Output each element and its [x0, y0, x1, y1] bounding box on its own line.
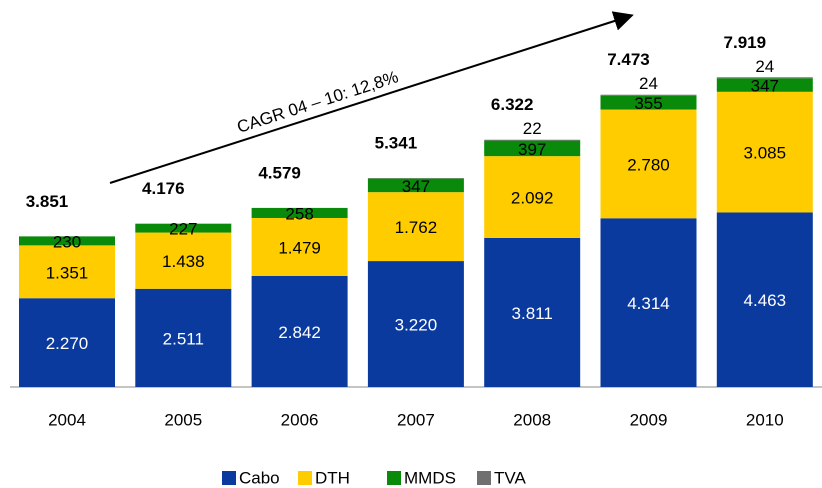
bar-segment — [716, 77, 813, 79]
legend-swatch — [222, 471, 236, 485]
data-label: 3.085 — [744, 144, 787, 163]
bar-segment — [19, 298, 115, 387]
data-label: 22 — [523, 119, 542, 138]
data-label: 3.811 — [512, 304, 553, 323]
data-label: 2.780 — [627, 155, 670, 174]
bar-segment — [600, 109, 697, 219]
x-tick-label: 2010 — [746, 410, 784, 429]
x-tick-label: 2004 — [48, 410, 86, 429]
data-label: 347 — [751, 76, 779, 95]
legend-swatch — [298, 471, 312, 485]
bar-segment — [251, 218, 348, 276]
total-label: 4.176 — [142, 179, 185, 198]
annotation: CAGR 04 – 10: 12,8% — [235, 67, 401, 137]
bar-segment — [716, 78, 813, 92]
total-label: 3.851 — [26, 192, 69, 211]
total-label: 5.341 — [375, 134, 418, 153]
bar-segment — [367, 192, 464, 262]
data-label: 397 — [518, 140, 546, 159]
data-label: 230 — [53, 232, 81, 251]
data-label: 4.314 — [627, 294, 670, 313]
x-tick-label: 2005 — [164, 410, 202, 429]
data-label: 1.438 — [162, 252, 205, 271]
data-label: 4.463 — [744, 291, 787, 310]
bar-segment — [367, 261, 464, 387]
bar-segment — [19, 245, 115, 299]
bar-segment — [367, 178, 464, 193]
bar-segment — [484, 140, 581, 157]
bar-segment — [135, 232, 232, 289]
x-tick-label: 2006 — [281, 410, 319, 429]
data-label: 258 — [285, 204, 313, 223]
data-label: 347 — [402, 177, 430, 196]
legend-label: MMDS — [404, 468, 456, 487]
bar-segment — [135, 223, 232, 233]
data-label: 24 — [755, 57, 774, 76]
legend-swatch — [387, 471, 401, 485]
bar-segment — [600, 218, 697, 387]
bar-segment — [716, 212, 813, 387]
bar-segment — [135, 288, 232, 387]
x-tick-label: 2009 — [630, 410, 668, 429]
data-label: 2.842 — [278, 323, 321, 342]
data-label: 2.270 — [46, 334, 89, 353]
data-label: 1.479 — [278, 238, 321, 257]
data-label: 3.220 — [395, 316, 438, 335]
legend-label: Cabo — [239, 468, 280, 487]
bar-segment — [484, 139, 581, 141]
data-label: 355 — [634, 94, 662, 113]
bar-segment — [19, 236, 115, 246]
bar-segment — [600, 95, 697, 110]
legend-label: DTH — [315, 468, 350, 487]
bar-segment — [600, 94, 697, 96]
bar-segment — [484, 237, 581, 387]
legend-label: TVA — [494, 468, 526, 487]
x-tick-label: 2007 — [397, 410, 435, 429]
data-label: 1.762 — [395, 218, 438, 237]
total-label: 4.579 — [258, 163, 301, 182]
total-label: 7.919 — [724, 33, 767, 52]
data-label: 2.092 — [511, 189, 554, 208]
data-label: 2.511 — [163, 329, 204, 348]
trend-arrow — [109, 11, 634, 184]
data-label: 227 — [169, 220, 197, 239]
total-label: 6.322 — [491, 95, 534, 114]
bar-segment — [716, 91, 813, 213]
x-tick-label: 2008 — [513, 410, 551, 429]
data-label: 24 — [639, 74, 658, 93]
bar-segment — [484, 156, 581, 238]
bar-segment — [251, 275, 348, 387]
total-label: 7.473 — [607, 50, 650, 69]
data-label: 1.351 — [46, 263, 89, 282]
legend-swatch — [477, 471, 491, 485]
bar-segment — [251, 207, 348, 219]
